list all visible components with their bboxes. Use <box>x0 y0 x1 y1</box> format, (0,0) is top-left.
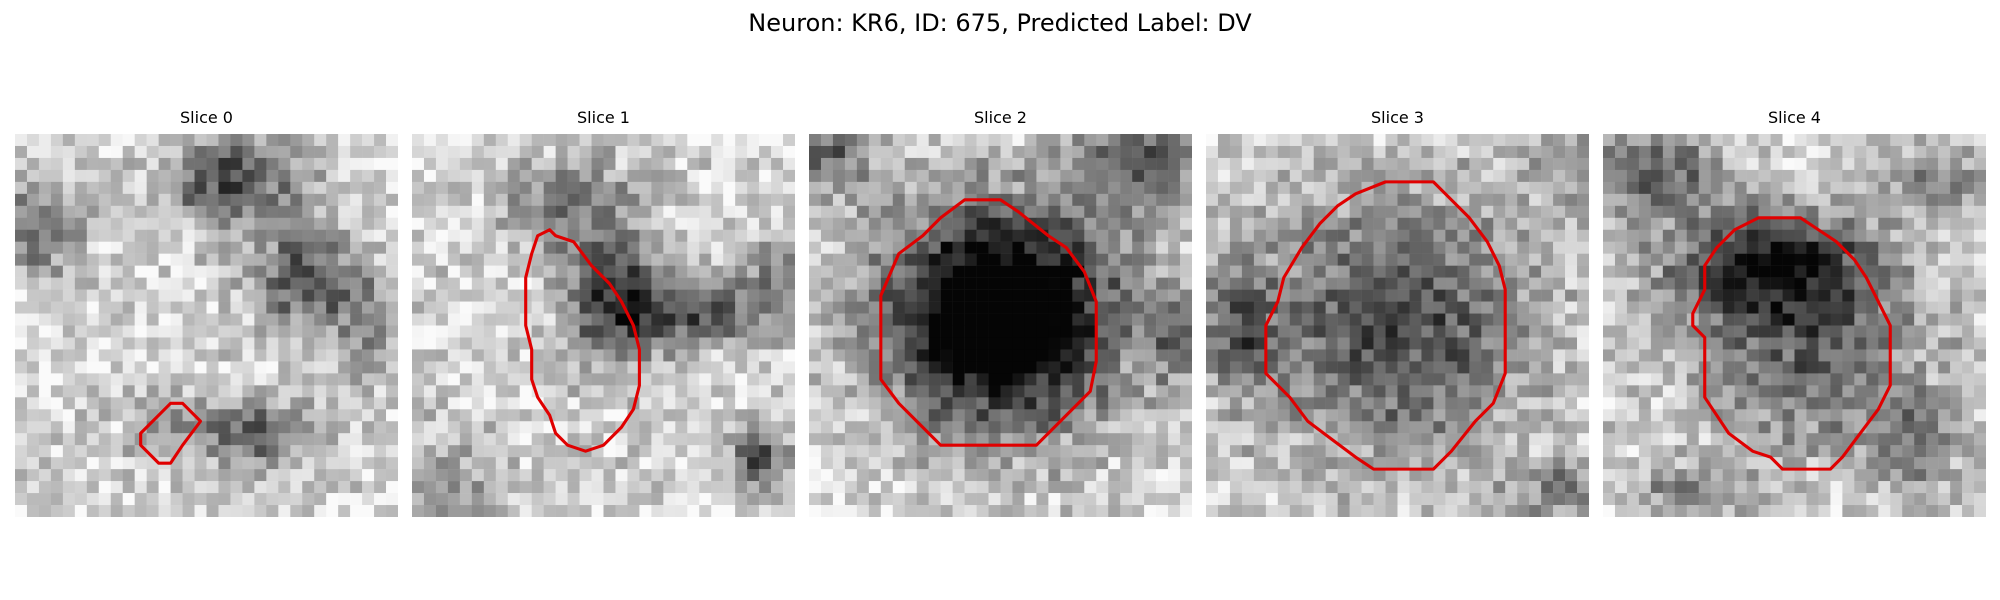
slice-panel-3: Slice 3 <box>1206 108 1589 517</box>
slice-image-1 <box>412 134 795 517</box>
slice-image-2 <box>809 134 1192 517</box>
grayscale-pixels <box>1206 134 1589 517</box>
grayscale-pixels <box>809 134 1192 517</box>
slice-title: Slice 4 <box>1768 108 1821 127</box>
slice-panel-1: Slice 1 <box>412 108 795 517</box>
slice-title: Slice 0 <box>180 108 233 127</box>
slice-image-4 <box>1603 134 1986 517</box>
slice-image-0 <box>15 134 398 517</box>
grayscale-pixels <box>412 134 795 517</box>
grayscale-pixels <box>15 134 398 517</box>
slice-title: Slice 3 <box>1371 108 1424 127</box>
slice-panel-2: Slice 2 <box>809 108 1192 517</box>
slice-panel-4: Slice 4 <box>1603 108 1986 517</box>
neuron-contour <box>524 228 641 453</box>
grayscale-pixels <box>1603 134 1986 517</box>
slice-image-3 <box>1206 134 1589 517</box>
neuron-contour <box>1691 216 1892 471</box>
neuron-contour <box>879 198 1098 447</box>
slice-title: Slice 2 <box>974 108 1027 127</box>
neuron-contour <box>1264 180 1507 471</box>
neuron-contour <box>139 401 203 465</box>
slice-title: Slice 1 <box>577 108 630 127</box>
figure-title: Neuron: KR6, ID: 675, Predicted Label: D… <box>748 9 1252 37</box>
slice-panel-0: Slice 0 <box>15 108 398 517</box>
